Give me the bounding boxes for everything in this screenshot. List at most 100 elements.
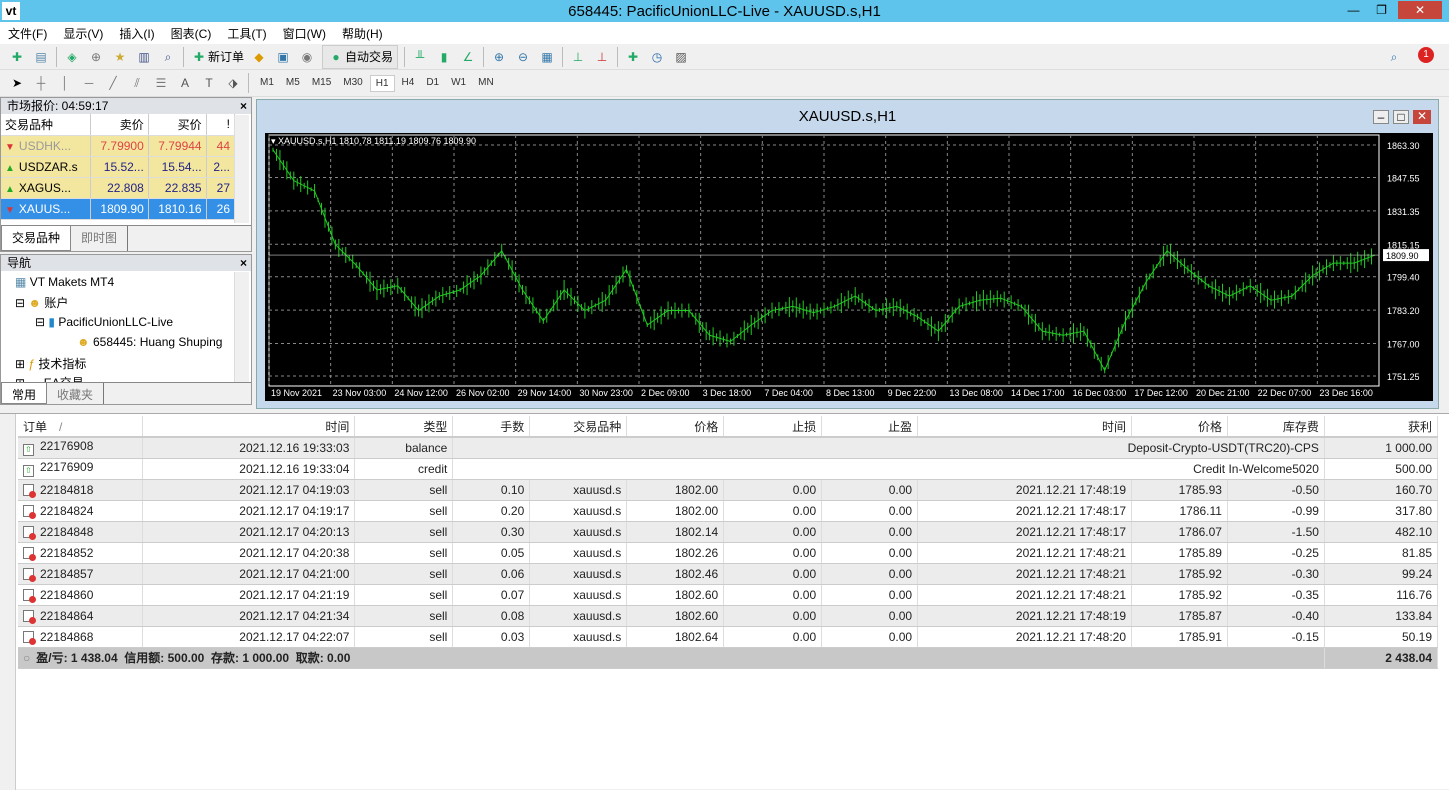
menu-item[interactable]: 工具(T) [227, 27, 267, 41]
symbol-row[interactable]: ▼ XAUUS... 1809.90 1810.16 26 [1, 198, 236, 220]
fibonacci-icon[interactable]: ☰ [155, 76, 167, 90]
tester-icon[interactable]: ⌕ [164, 49, 172, 64]
nav-item-indicators[interactable]: ⊞ ƒ 技术指标 [15, 357, 87, 371]
nav-item-account[interactable]: ☻ 658445: Huang Shuping [77, 335, 233, 349]
close-button[interactable]: ✕ [1398, 1, 1442, 19]
column-header[interactable]: 价格 [1131, 416, 1228, 438]
timeframe-d1[interactable]: D1 [426, 76, 440, 88]
symbol-row[interactable]: ▲ XAGUS... 22.808 22.835 27 [1, 177, 236, 199]
nav-item-accounts[interactable]: ⊟ ☻ 账户 [15, 296, 69, 310]
menu-item[interactable]: 图表(C) [170, 27, 212, 41]
history-row[interactable]: 22184864 2021.12.17 04:21:34 sell 0.08 xauus… [18, 605, 1439, 627]
timeframe-m15[interactable]: M15 [311, 76, 332, 88]
timeframe-m30[interactable]: M30 [343, 76, 363, 88]
market-watch-icon[interactable]: ◈ [67, 49, 77, 64]
timeframe-h1[interactable]: H1 [369, 74, 395, 92]
chart-minimize-button[interactable]: – [1373, 110, 1389, 124]
column-header[interactable]: 交易品种 [529, 416, 628, 438]
chart-close-button[interactable]: ✕ [1413, 110, 1431, 124]
bar-chart-icon[interactable]: ╨ [415, 49, 425, 64]
price-chart[interactable]: 1863.30 1847.55 1831.35 1815.15 1799.40 1783.… [265, 133, 1433, 401]
minimize-button[interactable]: — [1340, 1, 1367, 19]
chart-shift-icon[interactable]: ⊥ [596, 49, 608, 64]
menu-item[interactable]: 文件(F) [8, 27, 48, 41]
tile-windows-icon[interactable]: ▦ [541, 49, 553, 64]
crosshair-icon[interactable]: ┼ [36, 76, 46, 90]
text-icon[interactable]: A [180, 76, 189, 90]
search-icon[interactable]: ⌕ [1390, 49, 1398, 64]
tab-0[interactable]: 交易品种 [1, 226, 72, 251]
timeframe-m1[interactable]: M1 [260, 76, 274, 88]
arrows-icon[interactable]: ⬗ [228, 76, 238, 90]
history-row[interactable]: 22184818 2021.12.17 04:19:03 sell 0.10 xauus… [18, 479, 1439, 501]
nav-item-broker[interactable]: ▦ VT Makets MT4 [15, 275, 114, 289]
symbol-row[interactable]: ▼ USDHK... 7.79900 7.79944 44 [1, 135, 236, 157]
channel-icon[interactable]: ⫽ [134, 76, 140, 90]
column-header[interactable]: 手数 [452, 416, 531, 438]
column-header[interactable]: 库存费 [1227, 416, 1325, 438]
history-row[interactable]: ⇧ 22176909 2021.12.16 19:33:04 credit Credit… [18, 458, 1439, 480]
horizontal-line-icon[interactable]: ─ [84, 76, 94, 90]
zoom-out-icon[interactable]: ⊖ [518, 49, 529, 64]
chart-maximize-button[interactable]: □ [1393, 110, 1409, 124]
history-row[interactable]: 22184868 2021.12.17 04:22:07 sell 0.03 xauus… [18, 626, 1439, 648]
timeframe-h4[interactable]: H4 [401, 76, 415, 88]
vertical-line-icon[interactable]: │ [61, 76, 69, 90]
signals-icon[interactable]: ◉ [301, 49, 313, 64]
nav-item-experts[interactable]: ⊞ ☁ EA交易 [15, 374, 84, 384]
column-header[interactable]: 时间 [142, 416, 356, 438]
history-row[interactable]: 22184852 2021.12.17 04:20:38 sell 0.05 xauus… [18, 542, 1439, 564]
tab-1[interactable]: 收藏夹 [47, 383, 105, 404]
column-header[interactable]: 类型 [354, 416, 454, 438]
history-row[interactable]: 22184824 2021.12.17 04:19:17 sell 0.20 xauus… [18, 500, 1439, 522]
close-icon[interactable]: × [239, 99, 247, 113]
nav-item-server[interactable]: ⊟ ▮ PacificUnionLLC-Live [35, 315, 174, 329]
timeframe-m5[interactable]: M5 [285, 76, 300, 88]
column-header[interactable]: 卖价 [90, 114, 149, 136]
auto-scroll-icon[interactable]: ⊥ [572, 49, 584, 64]
timeframe-mn[interactable]: MN [478, 76, 494, 88]
column-header[interactable]: 时间 [917, 416, 1133, 438]
history-row[interactable]: 22184848 2021.12.17 04:20:13 sell 0.30 xauus… [18, 521, 1439, 543]
scrollbar[interactable] [234, 115, 249, 223]
new-chart-icon[interactable]: ✚ [11, 49, 23, 64]
column-header[interactable]: 买价 [148, 114, 207, 136]
cursor-icon[interactable]: ➤ [11, 76, 23, 90]
column-header[interactable]: 获利 [1324, 416, 1439, 438]
history-row[interactable]: ⇧ 22176908 2021.12.16 19:33:03 balance Depos… [18, 437, 1439, 459]
column-header[interactable]: 订单 / [18, 416, 144, 438]
timeframe-w1[interactable]: W1 [451, 76, 467, 88]
profiles-icon[interactable]: ▤ [35, 49, 47, 64]
tab-1[interactable]: 即时图 [71, 226, 129, 251]
history-row[interactable]: 22184857 2021.12.17 04:21:00 sell 0.06 xauus… [18, 563, 1439, 585]
menu-item[interactable]: 窗口(W) [282, 27, 326, 41]
text-label-icon[interactable]: T [205, 76, 213, 90]
history-row[interactable]: 22184860 2021.12.17 04:21:19 sell 0.07 xauus… [18, 584, 1439, 606]
candlestick-icon[interactable]: ▮ [440, 49, 448, 64]
line-chart-icon[interactable]: ∠ [462, 49, 474, 64]
column-header[interactable]: ! [206, 114, 236, 136]
indicators-icon[interactable]: ✚ [628, 49, 639, 64]
navigator-icon[interactable]: ★ [114, 49, 126, 64]
column-header[interactable]: 价格 [626, 416, 725, 438]
symbol-row[interactable]: ▲ USDZAR.s 15.52... 15.54... 2... [1, 156, 236, 178]
scrollbar[interactable] [234, 272, 249, 382]
crosshair-icon[interactable]: ⊕ [90, 49, 102, 64]
menu-item[interactable]: 显示(V) [63, 27, 104, 41]
new-order-button[interactable]: ✚ 新订单 [190, 48, 244, 66]
trendline-icon[interactable]: ╱ [109, 76, 117, 90]
community-icon[interactable]: ▣ [277, 49, 289, 64]
notification-badge[interactable]: 1 [1418, 47, 1434, 63]
auto-trading-button[interactable]: ● 自动交易 [322, 44, 399, 69]
menu-item[interactable]: 插入(I) [119, 27, 155, 41]
column-header[interactable]: 止盈 [821, 416, 919, 438]
terminal-icon[interactable]: ▥ [138, 49, 150, 64]
menu-item[interactable]: 帮助(H) [341, 27, 383, 41]
zoom-in-icon[interactable]: ⊕ [494, 49, 505, 64]
templates-icon[interactable]: ▨ [675, 49, 687, 64]
metaeditor-icon[interactable]: ◆ [254, 49, 264, 64]
column-header[interactable]: 止损 [723, 416, 823, 438]
tab-0[interactable]: 常用 [1, 383, 48, 404]
column-header[interactable]: 交易品种 [1, 114, 91, 136]
periods-icon[interactable]: ◷ [651, 49, 663, 64]
